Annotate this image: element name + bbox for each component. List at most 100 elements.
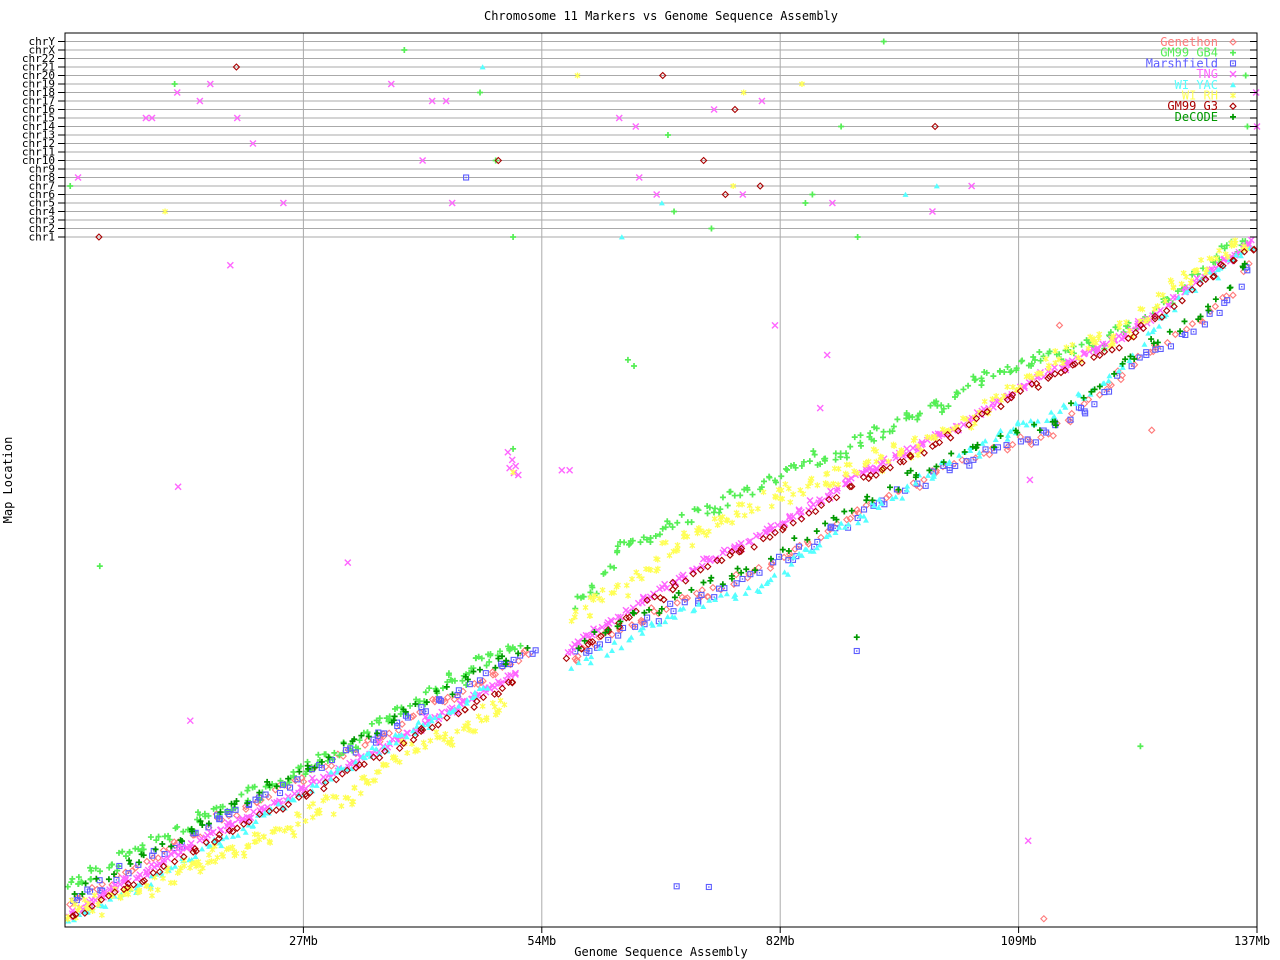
data-point: [746, 502, 753, 509]
legend-marker-icon: [1229, 38, 1237, 46]
data-point: [864, 474, 873, 483]
data-point: [1112, 324, 1119, 331]
data-point: [147, 834, 154, 841]
x-tick-label: 109Mb: [1001, 934, 1037, 948]
data-point: [896, 451, 903, 458]
data-point: [187, 864, 194, 871]
data-point: [291, 832, 298, 839]
data-point: [853, 506, 862, 514]
chrom-hit-point: [658, 200, 665, 206]
data-point: [1139, 306, 1146, 313]
data-point: [210, 838, 219, 846]
data-point: [989, 396, 996, 403]
stray-point: [504, 448, 512, 456]
data-point: [209, 828, 217, 836]
data-point: [279, 781, 287, 788]
legend-entry-tng: TNG: [1196, 67, 1237, 81]
data-point: [1162, 297, 1169, 304]
data-point: [209, 846, 216, 853]
data-point: [454, 728, 461, 735]
data-point: [615, 632, 622, 639]
data-point: [417, 724, 426, 733]
data-point: [996, 367, 1003, 374]
data-point: [515, 650, 522, 657]
data-point: [627, 537, 634, 544]
data-point: [1222, 292, 1231, 300]
data-point: [899, 495, 906, 501]
data-point: [926, 467, 933, 474]
data-point: [855, 520, 862, 526]
data-point: [730, 580, 738, 588]
data-point: [468, 665, 475, 672]
legend-label: Genethon: [1160, 35, 1218, 49]
stray-point: [510, 469, 517, 476]
data-point: [193, 863, 200, 870]
data-point: [1182, 331, 1189, 338]
data-point: [661, 580, 669, 588]
data-point: [321, 778, 330, 787]
data-point: [1052, 422, 1059, 429]
data-point: [982, 446, 989, 453]
data-point: [1198, 257, 1205, 264]
data-point: [117, 895, 124, 902]
data-point: [767, 555, 774, 562]
data-point: [843, 450, 850, 457]
chrom-label-chr6: chr6: [29, 188, 56, 201]
data-point: [153, 837, 160, 844]
data-point: [479, 677, 487, 685]
data-point: [306, 788, 314, 797]
data-point: [511, 671, 519, 679]
data-point: [1188, 286, 1197, 294]
data-point: [1212, 296, 1219, 303]
data-point: [649, 590, 657, 598]
stray-point: [1055, 321, 1064, 330]
data-point: [1100, 347, 1109, 356]
data-point: [572, 608, 579, 615]
data-point: [252, 838, 259, 845]
data-point: [1206, 269, 1213, 275]
data-point: [1078, 341, 1085, 348]
data-point: [433, 688, 440, 695]
data-point: [199, 846, 206, 852]
data-point: [1244, 267, 1251, 274]
data-point: [954, 390, 961, 397]
data-point: [847, 443, 854, 450]
data-point: [1087, 391, 1094, 397]
stray-point: [673, 883, 680, 890]
data-point: [172, 863, 179, 869]
data-point: [309, 814, 316, 821]
data-point: [611, 639, 618, 645]
data-point: [703, 562, 712, 571]
data-point: [1007, 428, 1014, 434]
data-point: [262, 791, 269, 798]
data-point: [1129, 333, 1138, 341]
data-point: [391, 713, 398, 720]
data-point: [1216, 247, 1223, 254]
chrom-label-chr15: chr15: [22, 112, 55, 125]
data-point: [660, 595, 668, 604]
data-point: [143, 857, 151, 866]
data-point: [1018, 358, 1025, 365]
chrom-hit-point: [699, 156, 708, 165]
chrom-label-chr16: chr16: [22, 103, 55, 116]
data-point: [331, 749, 338, 756]
data-point: [758, 583, 765, 589]
data-point: [591, 628, 598, 635]
data-point: [327, 769, 334, 775]
data-point: [439, 685, 446, 692]
data-point: [170, 857, 179, 866]
data-point: [963, 416, 970, 423]
data-point: [903, 410, 910, 417]
data-point: [939, 409, 946, 416]
data-point: [707, 577, 714, 584]
data-point: [517, 642, 524, 649]
plot-frame: [64, 32, 1258, 928]
data-point: [1226, 284, 1233, 291]
data-point: [712, 596, 719, 602]
data-point: [231, 852, 238, 859]
data-point: [789, 519, 797, 527]
data-point: [732, 570, 740, 579]
data-point: [482, 670, 489, 677]
data-point: [1157, 345, 1164, 353]
chrom-label-chr17: chr17: [22, 95, 55, 108]
